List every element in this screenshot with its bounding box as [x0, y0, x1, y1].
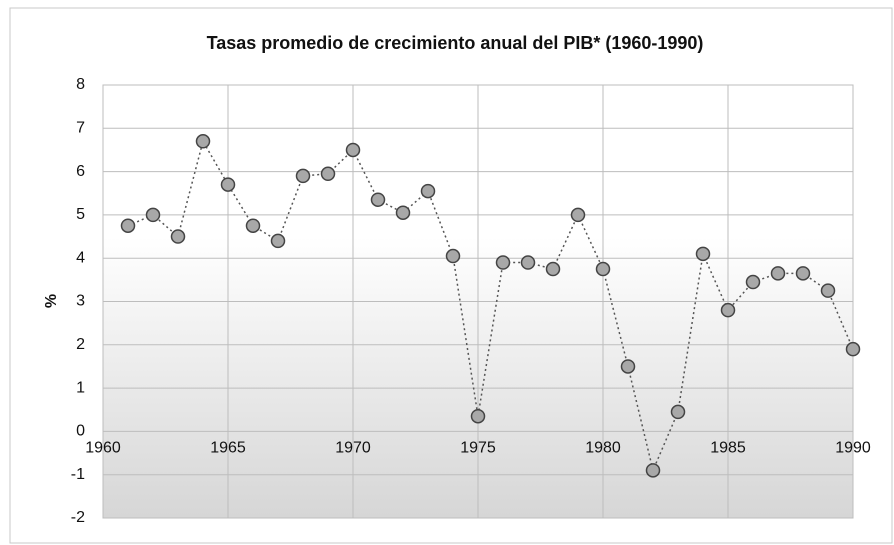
y-tick-label: 3 — [76, 293, 85, 310]
data-point — [645, 463, 661, 478]
data-point — [445, 248, 461, 264]
data-point — [770, 266, 786, 281]
data-point — [120, 218, 136, 233]
y-tick-label: 5 — [76, 206, 85, 223]
data-point — [545, 261, 561, 277]
data-point — [570, 207, 586, 223]
data-point — [320, 166, 336, 182]
data-point — [295, 168, 311, 184]
x-tick-label: 1980 — [585, 440, 621, 457]
frame — [9, 7, 893, 544]
x-tick-label: 1970 — [335, 440, 371, 457]
y-tick-label: -1 — [71, 466, 85, 483]
data-point — [470, 408, 486, 424]
y-tick-label: 0 — [76, 423, 85, 440]
data-point — [195, 134, 211, 149]
data-point — [520, 255, 536, 270]
plot-border — [102, 84, 854, 519]
data-point — [245, 218, 261, 233]
data-point — [820, 283, 836, 298]
data-point — [595, 261, 611, 277]
data-point — [345, 142, 361, 158]
data-point — [845, 341, 861, 357]
data-point — [670, 404, 686, 420]
data-point — [170, 229, 186, 244]
x-tick-label: 1985 — [710, 440, 746, 457]
data-point — [220, 177, 236, 192]
y-tick-label: 4 — [76, 249, 85, 266]
y-tick-label: 8 — [76, 76, 85, 93]
x-tick-label: 1965 — [210, 440, 246, 457]
data-point — [495, 255, 511, 270]
series-line — [127, 139, 854, 473]
y-tick-label: 1 — [76, 379, 85, 396]
data-point — [745, 274, 761, 290]
data-point — [370, 192, 386, 207]
data-point — [795, 266, 811, 281]
data-point — [720, 302, 736, 318]
data-point — [420, 183, 436, 199]
data-point — [145, 207, 161, 223]
data-point — [270, 233, 286, 249]
y-tick-label: 7 — [76, 120, 85, 137]
chart-title: Tasas promedio de crecimiento anual del … — [207, 33, 704, 53]
data-point — [395, 205, 411, 220]
y-axis-label: % — [43, 294, 60, 308]
y-tick-label: -2 — [71, 509, 85, 526]
data-point — [695, 246, 711, 262]
x-tick-label: 1975 — [460, 440, 496, 457]
y-tick-label: 6 — [76, 163, 85, 180]
data-point — [620, 359, 636, 374]
y-tick-label: 2 — [76, 336, 85, 353]
